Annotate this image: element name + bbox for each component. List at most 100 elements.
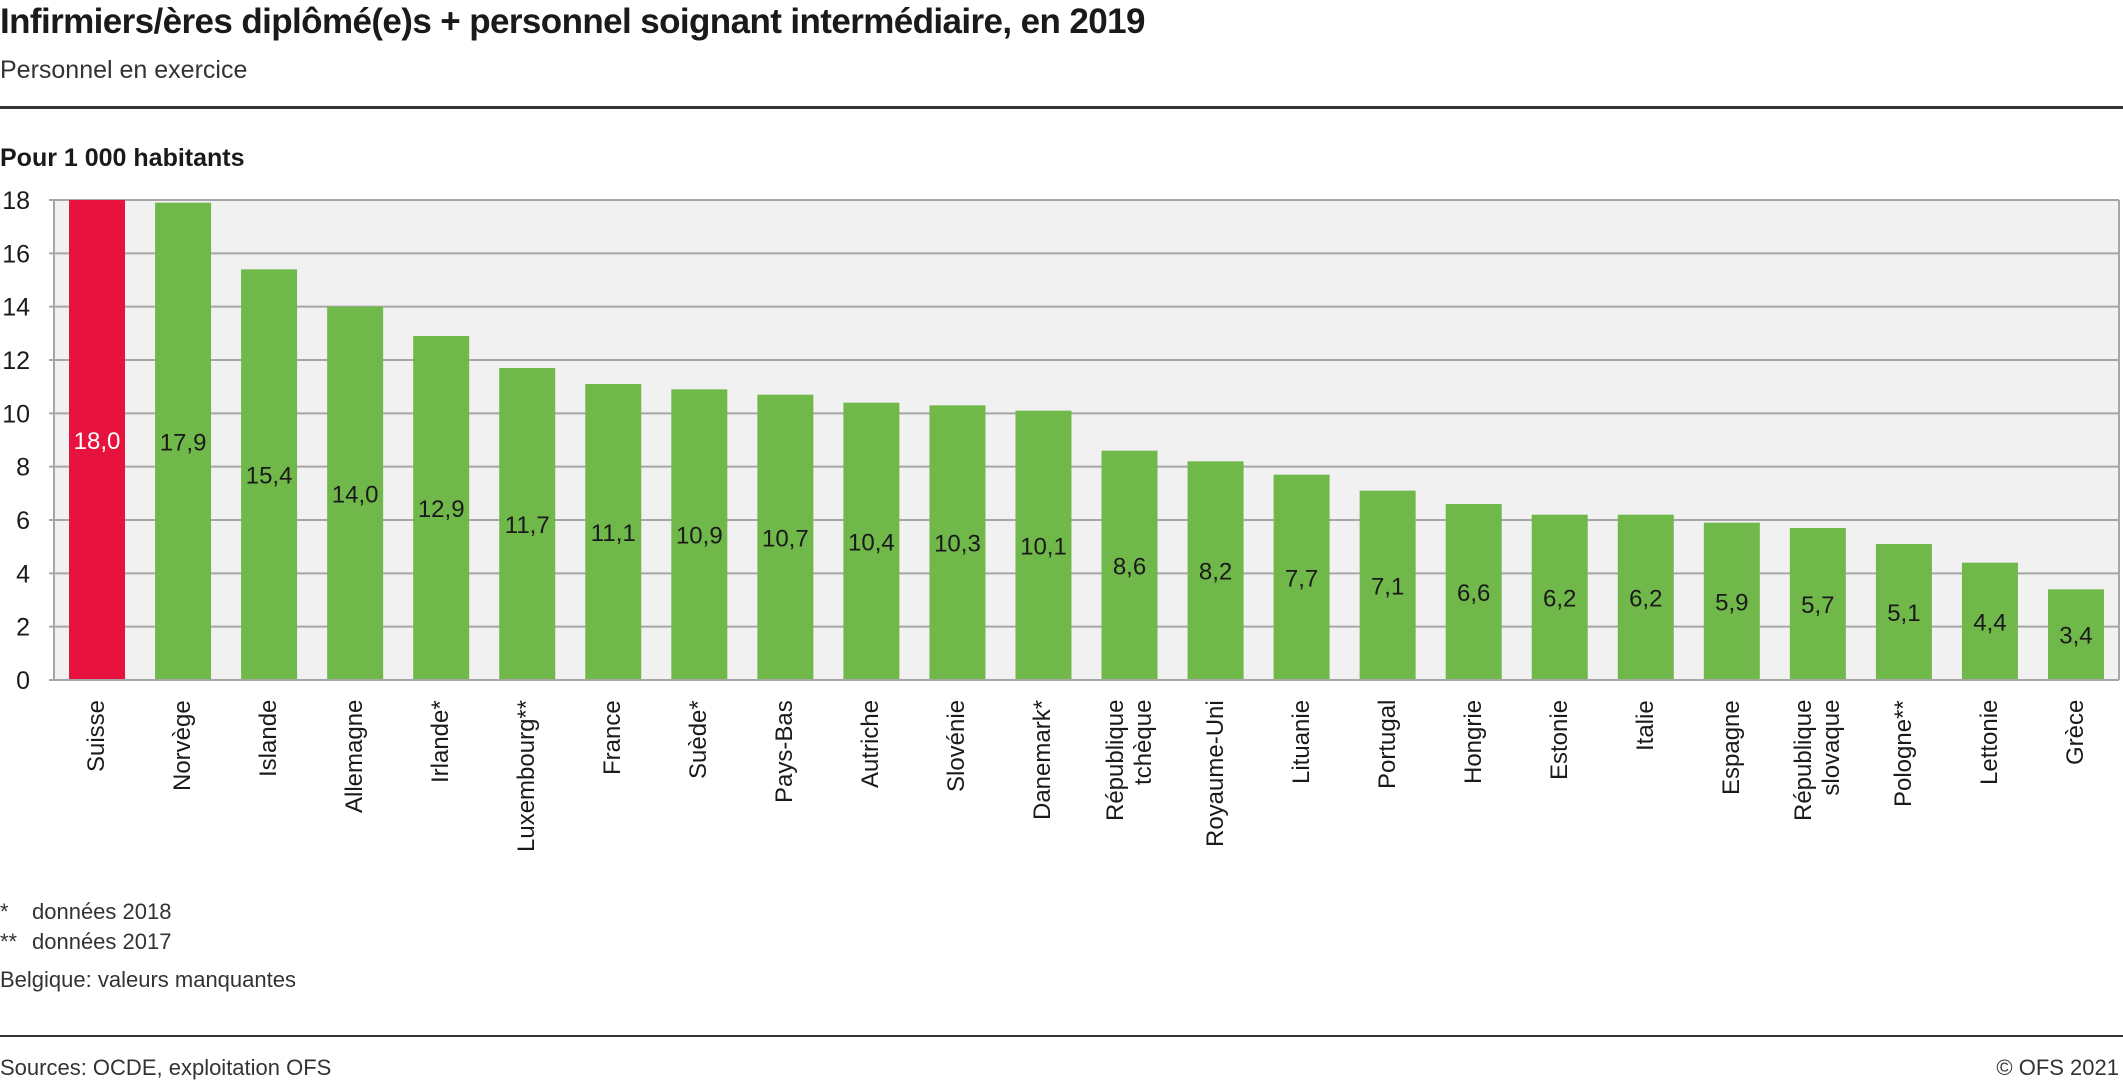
bar: [1101, 450, 1158, 680]
x-tick-label: Portugal: [1374, 700, 1402, 789]
footnote-mark: *: [0, 899, 9, 924]
bar: [2047, 589, 2104, 680]
missing-values-note: Belgique: valeurs manquantes: [0, 967, 296, 992]
bar-value-label: 7,1: [1371, 573, 1404, 600]
bar-value-label: 17,9: [160, 429, 207, 456]
x-tick-label-line: Suisse: [83, 699, 111, 772]
x-tick-label: France: [599, 700, 627, 775]
x-tick-label: Estonie: [1546, 700, 1574, 780]
footnote-mark: **: [0, 929, 18, 954]
x-tick-label-line: Hongrie: [1459, 699, 1487, 784]
x-tick-label-line: Royaume-Uni: [1201, 700, 1229, 847]
bar-layer: [69, 200, 2104, 680]
header-divider: [0, 106, 2123, 109]
chart-subtitle: Personnel en exercice: [0, 56, 248, 84]
y-tick-label: 8: [16, 454, 30, 482]
bar-value-label: 8,6: [1113, 553, 1146, 580]
x-tick-label-line: Danemark*: [1029, 699, 1057, 820]
x-tick-label: Suède*: [685, 700, 713, 779]
y-axis: 0 2 4 6 8 10 12 14 16 18: [2, 187, 2119, 695]
x-tick-label: Norvège: [169, 700, 197, 791]
bar-value-label: 11,1: [591, 520, 636, 547]
y-tick-label: 12: [2, 347, 30, 375]
x-tick-label: Lituanie: [1288, 700, 1316, 784]
y-tick-label: 16: [2, 240, 30, 268]
x-tick-label: Italie: [1632, 700, 1660, 751]
bar: [1617, 514, 1674, 680]
x-tick-label-line: Estonie: [1545, 699, 1573, 780]
x-tick-label-line: slovaque: [1817, 699, 1845, 796]
bar: [1703, 522, 1760, 680]
plot-background: [54, 200, 2119, 680]
y-tick-label: 14: [2, 294, 30, 322]
footnote-text: données 2018: [32, 899, 172, 924]
bar: [1531, 514, 1588, 680]
bar: [241, 269, 298, 680]
x-tick-label: Royaume-Uni: [1202, 700, 1230, 847]
bar-value-label: 15,4: [246, 463, 293, 490]
x-tick-label: Slovénie: [943, 700, 971, 792]
bar: [69, 200, 126, 680]
bar-value-label: 6,2: [1543, 585, 1576, 612]
x-tick-label-line: Luxembourg**: [513, 699, 541, 852]
bar-value-label: 10,7: [762, 525, 809, 552]
bar: [413, 336, 470, 680]
x-tick-label-line: Pays-Bas: [771, 700, 799, 803]
x-tick-label-line: tchèque: [1129, 699, 1157, 785]
y-tick-label: 4: [16, 560, 30, 588]
bar-value-label: 6,2: [1629, 585, 1662, 612]
bar-value-label: 5,1: [1887, 600, 1920, 627]
bar: [155, 202, 212, 680]
chart-title: Infirmiers/ères diplômé(e)s + personnel …: [0, 2, 1145, 41]
grid-layer: [49, 199, 2120, 681]
bar: [585, 384, 642, 680]
bar: [1445, 504, 1502, 680]
y-tick-label: 18: [2, 187, 30, 215]
x-tick-label-line: Autriche: [857, 699, 885, 788]
bar-value-label: 3,4: [2059, 623, 2092, 650]
x-tick-label: Pays-Bas: [771, 700, 799, 803]
footer-divider: [0, 1035, 2123, 1037]
x-tick-label-line: Slovénie: [943, 699, 971, 792]
x-tick-label-line: République: [1789, 699, 1817, 821]
bar-value-label: 8,2: [1199, 559, 1232, 586]
x-tick-label-line: France: [599, 700, 627, 775]
x-tick-label-line: Pologne**: [1889, 700, 1917, 807]
bar-value-label: 10,4: [848, 529, 895, 556]
bar-value-label: 5,7: [1801, 592, 1834, 619]
source-text: Sources: OCDE, exploitation OFS: [0, 1055, 332, 1080]
x-tick-label-line: Norvège: [169, 700, 197, 791]
x-tick-label: Luxembourg**: [513, 700, 541, 852]
x-tick-label-line: Irlande*: [427, 700, 455, 783]
bar: [1875, 544, 1932, 680]
bar: [1961, 562, 2018, 680]
x-tick-label-line: Espagne: [1717, 700, 1745, 795]
x-tick-label: Irlande*: [427, 700, 455, 783]
x-tick-label: Hongrie: [1460, 700, 1488, 784]
bar-value-label: 10,9: [676, 523, 723, 550]
y-tick-label: 2: [16, 614, 30, 642]
bar-value-label: 11,7: [505, 512, 550, 539]
bar-value-label: 12,9: [418, 496, 465, 523]
x-tick-label: Pologne**: [1890, 700, 1918, 807]
bar: [757, 394, 814, 680]
bar-value-label: 6,6: [1457, 580, 1490, 607]
x-tick-label-line: Portugal: [1373, 699, 1401, 789]
bar: [327, 306, 384, 680]
x-tick-label-line: Allemagne: [341, 699, 369, 813]
x-tick-label: Lettonie: [1976, 700, 2004, 785]
x-tick-label-line: République: [1101, 699, 1129, 821]
x-tick-label-line: Grèce: [2061, 699, 2089, 765]
footnote-2018: * données 2018: [0, 897, 296, 927]
bar-value-label: 10,1: [1020, 533, 1067, 560]
x-tick-label: Islande: [255, 700, 283, 777]
x-tick-label: Espagne: [1718, 700, 1746, 795]
bar: [1359, 490, 1416, 680]
bar-value-label: 4,4: [1973, 609, 2006, 636]
x-tick-label: Grèce: [2062, 700, 2090, 765]
x-tick-label-line: Suède*: [685, 700, 713, 779]
y-tick-label: 10: [2, 400, 30, 428]
bar: [1187, 461, 1244, 680]
bar-value-label: 10,3: [934, 531, 981, 558]
x-tick-label: Autriche: [857, 700, 885, 788]
